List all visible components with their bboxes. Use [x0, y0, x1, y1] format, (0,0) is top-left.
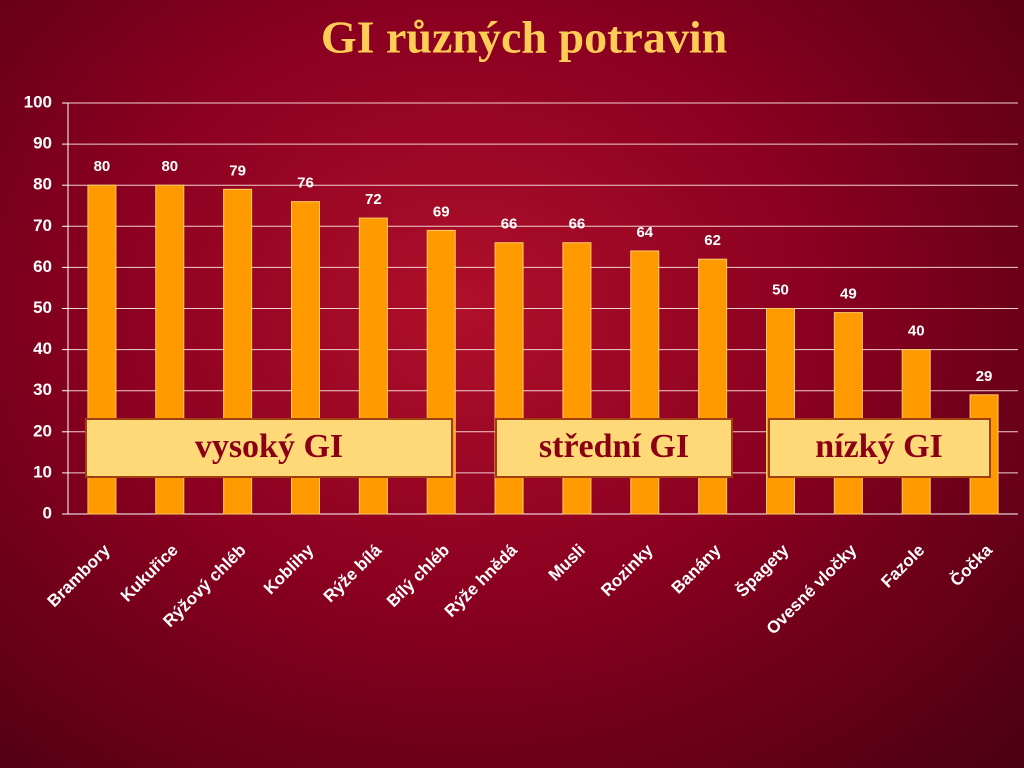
y-tick-label: 20 — [33, 421, 52, 440]
value-label: 49 — [840, 286, 857, 303]
x-tick-label: Čočka — [947, 540, 997, 590]
plot: 0 10 20 30 40 50 60 70 80 90 100 80 Brambory 80 Kukuři… — [24, 92, 1018, 638]
x-tick-label: Musli — [545, 541, 589, 585]
value-label: 79 — [229, 162, 246, 179]
y-tick-label: 60 — [33, 257, 52, 276]
value-label: 29 — [976, 368, 993, 385]
y-tick-label: 0 — [43, 503, 52, 522]
value-label: 80 — [161, 158, 178, 175]
y-tick-label: 100 — [24, 92, 52, 111]
value-label: 80 — [94, 158, 111, 175]
chart-title: GI různých potravin — [321, 12, 727, 63]
value-label: 62 — [704, 232, 721, 249]
annotation: střední GI — [539, 428, 689, 465]
value-label: 40 — [908, 323, 925, 340]
annotation-rect — [768, 418, 991, 478]
x-tick-label: Koblihy — [260, 540, 318, 598]
x-tick-label: Špagety — [732, 540, 793, 601]
value-label: 72 — [365, 191, 382, 208]
bar — [833, 312, 863, 515]
x-tick-label: Brambory — [44, 540, 115, 611]
value-label: 50 — [772, 281, 789, 298]
x-tick-label: Rýže bílá — [320, 540, 386, 606]
annotation-rect — [85, 418, 453, 478]
x-tick-label: Kukuřice — [117, 541, 182, 606]
bar — [766, 308, 795, 515]
value-label: 76 — [297, 175, 314, 192]
x-tick-label: Bílý chléb — [383, 541, 453, 611]
y-tick-label: 40 — [33, 339, 52, 358]
annotation-rect — [495, 418, 733, 478]
annotation: vysoký GI — [195, 428, 343, 465]
x-tick-label: Rýže hnědá — [441, 540, 522, 621]
y-tick-label: 10 — [33, 462, 52, 481]
value-label: 66 — [501, 216, 518, 233]
x-tick-label: Rozinky — [597, 540, 657, 600]
y-tick-label: 90 — [33, 134, 52, 153]
value-label: 64 — [636, 224, 653, 241]
annotation: nízký GI — [815, 428, 943, 465]
value-label: 66 — [569, 216, 586, 233]
y-tick-label: 80 — [33, 175, 52, 194]
x-tick-label: Banány — [668, 540, 725, 597]
annotation-box: střední GI — [495, 418, 733, 478]
y-tick-label: 70 — [33, 216, 52, 235]
y-tick-label: 30 — [33, 380, 52, 399]
x-tick-label: Fazole — [877, 541, 928, 592]
annotation-box: vysoký GI — [85, 418, 453, 478]
value-label: 69 — [433, 203, 450, 220]
y-tick-label: 50 — [33, 298, 52, 317]
annotation-box: nízký GI — [768, 418, 991, 478]
